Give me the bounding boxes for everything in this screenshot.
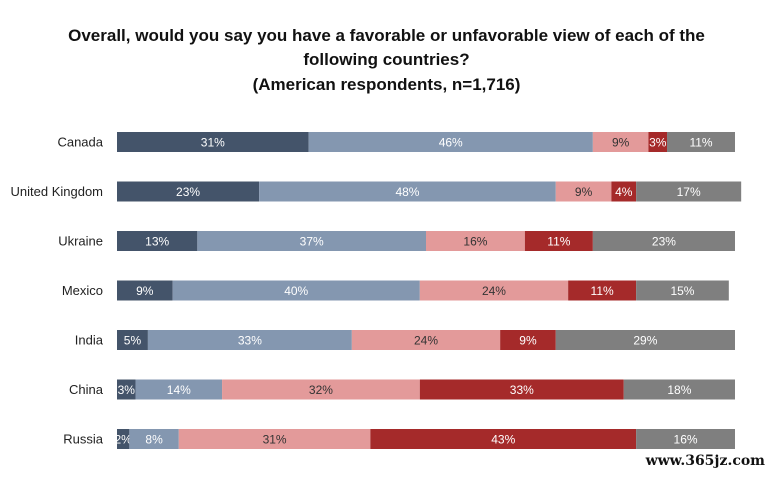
bar-segment-india-4 bbox=[500, 330, 556, 350]
data-label-united-kingdom-3: 9% bbox=[575, 185, 593, 199]
category-label-ukraine: Ukraine bbox=[58, 234, 103, 249]
bar-segment-ukraine-3 bbox=[426, 231, 525, 251]
bar-segment-russia-1 bbox=[117, 429, 130, 449]
bar-segment-india-2 bbox=[147, 330, 352, 350]
bar-segment-china-1 bbox=[117, 379, 136, 400]
bar-segment-canada-4 bbox=[648, 132, 668, 152]
bar-segment-united-kingdom-1 bbox=[117, 181, 260, 202]
data-label-united-kingdom-2: 48% bbox=[395, 185, 419, 199]
data-label-china-4: 33% bbox=[510, 383, 534, 397]
chart-title-line-1: Overall, would you say you have a favora… bbox=[68, 26, 705, 45]
data-label-russia-4: 43% bbox=[491, 433, 515, 447]
data-label-russia-3: 31% bbox=[263, 433, 287, 447]
data-label-ukraine-2: 37% bbox=[300, 235, 324, 249]
data-label-mexico-3: 24% bbox=[482, 284, 506, 298]
data-label-ukraine-5: 23% bbox=[652, 235, 676, 249]
bar-segment-russia-2 bbox=[129, 429, 179, 449]
bar-segment-canada-5 bbox=[667, 132, 735, 152]
bar-segment-ukraine-4 bbox=[524, 231, 593, 251]
data-label-india-2: 33% bbox=[238, 334, 262, 348]
data-label-canada-3: 9% bbox=[612, 136, 630, 150]
data-label-canada-1: 31% bbox=[201, 136, 225, 150]
chart-title-line-2: following countries? bbox=[303, 50, 470, 69]
category-label-russia: Russia bbox=[63, 432, 104, 447]
bar-segment-canada-1 bbox=[117, 132, 309, 152]
bar-segment-russia-3 bbox=[178, 429, 371, 449]
bar-segment-india-1 bbox=[117, 330, 148, 350]
data-label-india-3: 24% bbox=[414, 334, 438, 348]
bar-segment-india-5 bbox=[555, 330, 735, 350]
bar-segment-canada-3 bbox=[592, 132, 649, 152]
bar-segment-canada-2 bbox=[308, 132, 593, 152]
bar-segment-mexico-1 bbox=[117, 280, 173, 301]
data-label-canada-2: 46% bbox=[439, 136, 463, 150]
bar-segment-india-3 bbox=[351, 330, 501, 350]
bar-segment-russia-5 bbox=[636, 429, 735, 449]
bar-segment-united-kingdom-2 bbox=[259, 181, 556, 202]
bar-segment-united-kingdom-3 bbox=[555, 181, 612, 202]
data-label-india-1: 5% bbox=[124, 334, 142, 348]
data-label-india-5: 29% bbox=[633, 334, 657, 348]
category-label-united-kingdom: United Kingdom bbox=[11, 184, 104, 199]
bar-segment-mexico-5 bbox=[636, 280, 729, 301]
bar-segment-united-kingdom-4 bbox=[611, 181, 637, 202]
data-label-ukraine-3: 16% bbox=[463, 235, 487, 249]
data-label-india-4: 9% bbox=[519, 334, 537, 348]
data-label-united-kingdom-4: 4% bbox=[615, 185, 633, 199]
data-label-ukraine-1: 13% bbox=[145, 235, 169, 249]
bar-segment-mexico-2 bbox=[172, 280, 420, 301]
data-label-mexico-1: 9% bbox=[136, 284, 154, 298]
data-label-united-kingdom-1: 23% bbox=[176, 185, 200, 199]
bar-segment-china-2 bbox=[135, 379, 223, 400]
bar-segment-ukraine-5 bbox=[592, 231, 735, 251]
category-label-canada: Canada bbox=[57, 135, 103, 150]
data-label-russia-1: 2% bbox=[115, 433, 133, 447]
data-label-china-1: 3% bbox=[118, 383, 136, 397]
bar-segment-united-kingdom-5 bbox=[636, 181, 742, 202]
chart-subtitle: (American respondents, n=1,716) bbox=[252, 75, 521, 94]
category-label-india: India bbox=[75, 333, 104, 348]
bar-segment-ukraine-2 bbox=[197, 231, 426, 251]
category-label-china: China bbox=[69, 382, 104, 397]
data-label-russia-5: 16% bbox=[674, 433, 698, 447]
data-label-mexico-5: 15% bbox=[670, 284, 694, 298]
data-label-china-2: 14% bbox=[167, 383, 191, 397]
bar-segment-mexico-3 bbox=[419, 280, 569, 301]
bar-segment-china-5 bbox=[623, 379, 735, 400]
data-label-russia-2: 8% bbox=[145, 433, 163, 447]
data-label-ukraine-4: 11% bbox=[547, 235, 570, 249]
watermark: www.365jz.com bbox=[645, 453, 765, 469]
data-label-canada-5: 11% bbox=[689, 136, 712, 150]
bar-segment-mexico-4 bbox=[568, 280, 637, 301]
category-label-mexico: Mexico bbox=[62, 283, 103, 298]
bar-segment-china-3 bbox=[222, 379, 420, 400]
data-label-mexico-2: 40% bbox=[284, 284, 308, 298]
bar-segment-russia-4 bbox=[370, 429, 637, 449]
data-label-china-3: 32% bbox=[309, 383, 333, 397]
data-label-united-kingdom-5: 17% bbox=[677, 185, 701, 199]
bar-segment-ukraine-1 bbox=[117, 231, 198, 251]
bar-segment-china-4 bbox=[419, 379, 624, 400]
data-label-mexico-4: 11% bbox=[591, 284, 614, 298]
data-label-canada-4: 3% bbox=[649, 136, 667, 150]
data-label-china-5: 18% bbox=[667, 383, 691, 397]
